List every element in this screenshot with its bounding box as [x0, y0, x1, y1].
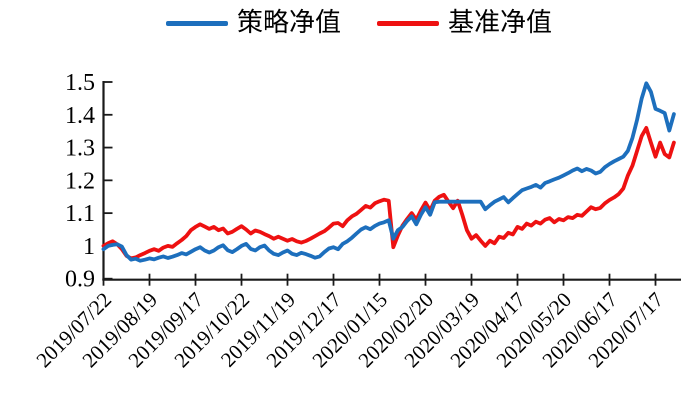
legend-label-benchmark: 基准净值	[448, 8, 553, 37]
axes	[102, 81, 681, 281]
y-tick-label: 1	[83, 234, 95, 260]
legend-item-benchmark: 基准净值	[377, 10, 552, 36]
benchmark-line-swatch	[377, 20, 439, 26]
y-tick-label: 1.1	[65, 201, 95, 227]
y-tick-label: 1.2	[65, 168, 95, 194]
legend-item-strategy: 策略净值	[165, 8, 341, 37]
x-axis-labels: 2019/07/222019/08/192019/09/172019/10/22…	[31, 288, 668, 373]
chart-legend: 策略净值 基准净值	[14, 10, 690, 36]
y-tick-label: 1.3	[65, 136, 95, 162]
legend-label-strategy: 策略净值	[236, 8, 341, 37]
y-tick-label: 1.4	[65, 103, 95, 129]
series-line-benchmark	[101, 126, 676, 261]
series-line-strategy	[101, 81, 676, 263]
x-axis-ticks	[102, 273, 657, 286]
y-axis-labels: 0.9 1 1.1 1.2 1.3 1.4 1.5	[65, 70, 95, 293]
strategy-line-swatch	[165, 20, 228, 26]
y-tick-label: 0.9	[65, 267, 95, 293]
y-tick-label: 1.5	[65, 70, 95, 96]
